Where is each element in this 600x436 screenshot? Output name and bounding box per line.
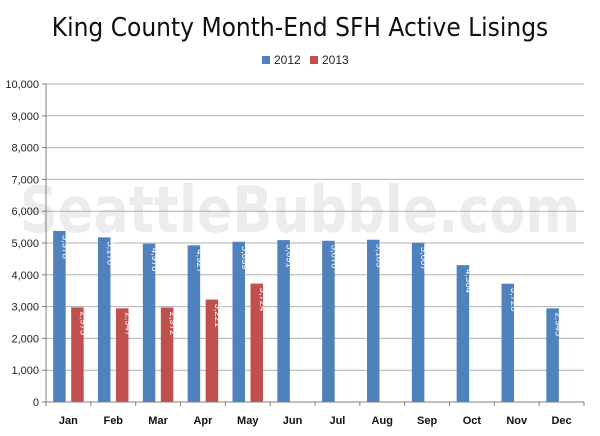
data-label-2012-Jul: 5,070	[328, 245, 339, 269]
data-label-2012-Aug: 5,103	[373, 244, 384, 268]
bar-2013-Mar	[160, 307, 174, 402]
data-label-2013-Apr: 3,221	[212, 304, 223, 328]
x-category-label: Aug	[372, 415, 393, 427]
legend-swatch-2013	[310, 56, 318, 64]
legend: 2012 2013	[262, 53, 349, 67]
bar-2012-Jun	[277, 240, 290, 402]
y-tick-label: 5,000	[11, 238, 39, 250]
y-axis-ticks: 0 1,000 2,000 3,000 4,000 5,000 6,000 7,000 8,00…	[5, 79, 46, 409]
data-label-2012-Jan: 5,378	[59, 235, 70, 259]
data-label-2012-Oct: 4,304	[463, 269, 474, 293]
bar-2013-Apr	[205, 299, 219, 402]
chart-title: King County Month-End SFH Active Lisings	[52, 13, 548, 43]
data-label-2012-Feb: 5,178	[104, 241, 115, 265]
y-tick-label: 0	[33, 397, 39, 409]
data-label-2012-Jun: 5,091	[284, 244, 295, 268]
data-label-2013-Jan: 2,975	[77, 311, 88, 335]
bar-2012-Jan	[53, 230, 66, 402]
y-tick-label: 4,000	[11, 270, 39, 282]
bar-2012-Dec	[546, 308, 559, 402]
bar-2012-Jul	[322, 240, 335, 402]
y-tick-label: 3,000	[11, 302, 39, 314]
y-tick-label: 9,000	[11, 111, 39, 123]
legend-swatch-2012	[262, 56, 270, 64]
legend-label-2012: 2012	[274, 53, 301, 67]
y-tick-label: 6,000	[11, 206, 39, 218]
x-category-label: Dec	[551, 415, 571, 427]
bar-2012-Sep	[411, 242, 425, 402]
bar-2013-Feb	[116, 308, 129, 402]
data-label-2012-May: 5,039	[239, 246, 250, 270]
x-category-label: Nov	[506, 415, 528, 427]
bar-2012-Feb	[98, 237, 111, 402]
x-category-label: Jul	[329, 415, 345, 427]
data-label-2012-Sep: 5,007	[418, 247, 429, 271]
y-tick-label: 7,000	[11, 174, 39, 186]
data-label-2013-May: 3,724	[257, 288, 268, 312]
bar-2013-Jan	[71, 307, 84, 402]
y-tick-label: 8,000	[11, 143, 39, 155]
x-category-label: Jun	[283, 415, 303, 427]
x-category-label: Jan	[59, 415, 78, 427]
data-label-2012-Dec: 2,945	[553, 312, 564, 336]
x-axis-categories: Jan Feb Mar Apr May Jun Jul Aug Sep Oct Nov Dec	[45, 402, 585, 427]
data-label-2013-Feb: 2,947	[122, 312, 133, 336]
bar-2012-Apr	[187, 245, 201, 402]
y-tick-label: 10,000	[5, 79, 39, 91]
x-category-label: Apr	[193, 415, 213, 427]
bar-2012-Oct	[456, 265, 470, 402]
y-tick-label: 2,000	[11, 333, 39, 345]
data-label-2013-Mar: 2,972	[167, 311, 178, 335]
bar-2012-May	[232, 241, 245, 402]
bar-2012-Mar	[142, 243, 156, 402]
data-labels: 5,378 2,975 5,178 2,947 4,978 2,972 4,927 3,221…	[59, 235, 563, 336]
bar-2012-Nov	[501, 283, 514, 402]
gridlines	[46, 83, 584, 403]
bar-2013-May	[250, 283, 263, 402]
x-category-label: Sep	[417, 415, 437, 427]
bar-2012-Aug	[367, 239, 380, 402]
x-category-label: Feb	[103, 415, 123, 427]
data-label-2012-Nov: 3,720	[508, 288, 519, 312]
data-label-2012-Apr: 4,927	[194, 249, 205, 273]
legend-label-2013: 2013	[322, 53, 349, 67]
x-category-label: Mar	[148, 415, 168, 427]
x-category-label: Oct	[463, 415, 482, 427]
bars	[53, 230, 559, 402]
x-category-label: May	[237, 415, 259, 427]
y-tick-label: 1,000	[11, 365, 39, 377]
data-label-2012-Mar: 4,978	[149, 248, 160, 272]
